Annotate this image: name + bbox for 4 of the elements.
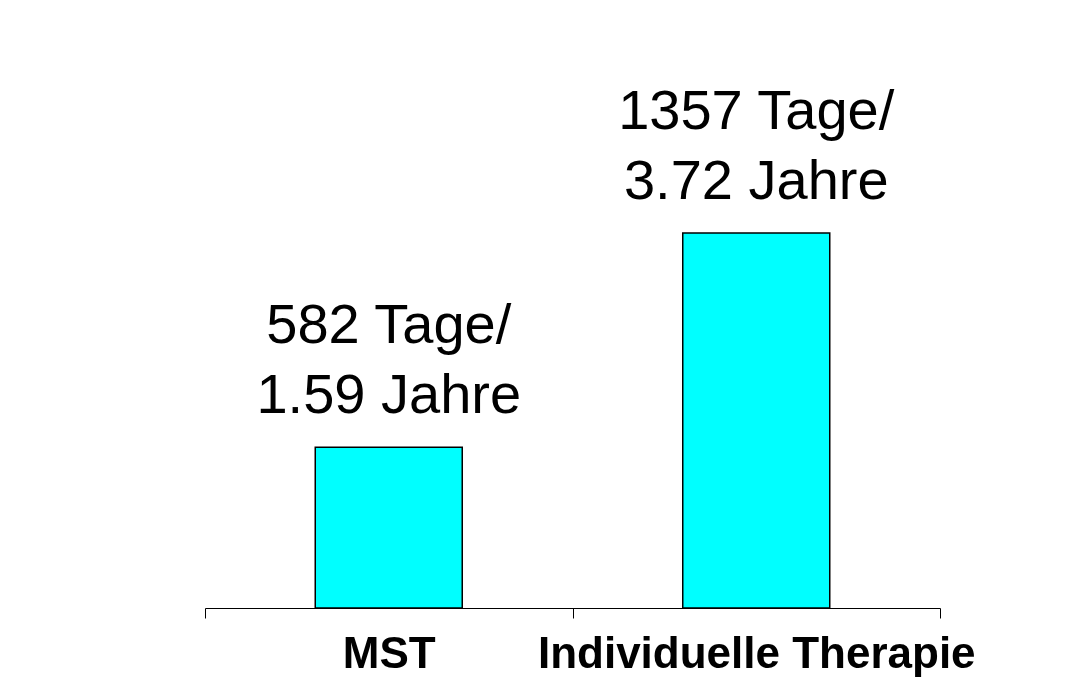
data-label: 1357 Tage/ 3.72 Jahre — [618, 78, 895, 211]
x-tick-label: MST — [342, 627, 436, 677]
x-tick-label: Individuelle Therapie — [537, 627, 976, 677]
data-label: 582 Tage/ 1.59 Jahre — [256, 292, 522, 426]
